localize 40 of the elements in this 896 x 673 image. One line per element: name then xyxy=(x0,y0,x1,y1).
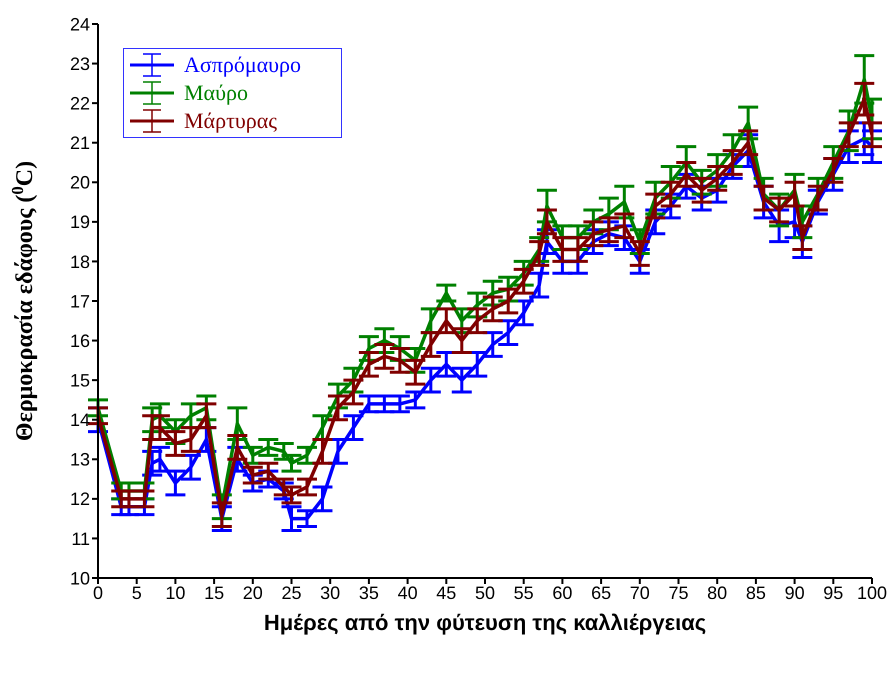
y-tick-label: 16 xyxy=(70,330,90,351)
x-tick-label: 90 xyxy=(784,582,805,603)
y-tick-label: 14 xyxy=(70,410,90,430)
x-tick-label: 55 xyxy=(514,582,534,603)
y-tick-label: 10 xyxy=(70,568,90,588)
y-tick-label: 22 xyxy=(70,94,90,114)
x-tick-label: 50 xyxy=(474,582,496,603)
x-tick-label: 85 xyxy=(746,582,766,603)
x-tick-label: 60 xyxy=(552,582,572,603)
y-tick-label: 20 xyxy=(70,172,90,193)
x-tick-label: 40 xyxy=(398,582,418,603)
x-tick-label: 65 xyxy=(591,582,612,603)
x-tick-label: 15 xyxy=(204,582,224,603)
x-tick-label: 80 xyxy=(707,582,728,603)
y-tick-label: 23 xyxy=(70,54,90,74)
y-tick-label: 21 xyxy=(70,133,90,154)
legend-label: Ασπρόμαυρο xyxy=(184,52,302,78)
y-tick-label: 12 xyxy=(70,489,90,510)
x-tick-label: 75 xyxy=(668,582,689,603)
x-tick-label: 20 xyxy=(242,582,263,603)
y-tick-label: 24 xyxy=(70,14,90,34)
x-tick-label: 30 xyxy=(320,582,340,603)
x-tick-label: 5 xyxy=(132,582,142,603)
y-tick-label: 19 xyxy=(70,212,90,232)
legend-label: Μαύρο xyxy=(184,80,248,106)
y-tick-label: 11 xyxy=(71,528,90,549)
x-tick-label: 45 xyxy=(436,582,456,603)
x-tick-label: 35 xyxy=(358,582,379,603)
x-tick-label: 100 xyxy=(856,582,888,603)
x-tick-label: 70 xyxy=(630,582,650,603)
x-axis-title: Ημέρες από την φύτευση της καλλιέργειας xyxy=(264,610,706,635)
legend-label: Μάρτυρας xyxy=(184,108,278,134)
y-tick-label: 13 xyxy=(70,450,90,470)
y-tick-label: 18 xyxy=(70,252,90,272)
x-tick-label: 10 xyxy=(165,582,186,603)
x-tick-label: 0 xyxy=(92,582,104,603)
y-tick-label: 17 xyxy=(70,291,90,312)
x-tick-label: 25 xyxy=(281,582,302,603)
y-tick-label: 15 xyxy=(70,370,90,391)
x-tick-label: 95 xyxy=(823,582,844,603)
